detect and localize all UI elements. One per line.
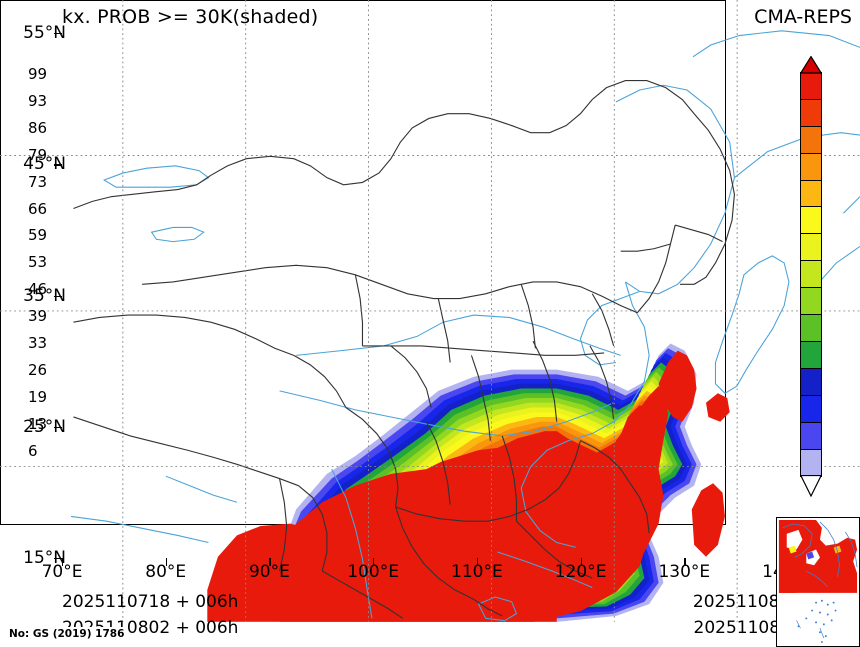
admin-borders bbox=[73, 79, 735, 619]
colorbar-cell bbox=[800, 340, 822, 369]
colorbar-tick-label: 19 bbox=[28, 387, 48, 406]
colorbar-cell bbox=[800, 287, 822, 316]
colorbar-cell bbox=[800, 448, 822, 477]
colorbar-cell bbox=[800, 206, 822, 235]
colorbar-tick-label: 86 bbox=[28, 118, 48, 137]
x-axis-tick-label: 70°E bbox=[41, 562, 83, 582]
colorbar-cell bbox=[800, 125, 822, 154]
x-axis-tick-label: 80°E bbox=[145, 562, 187, 582]
x-tickmark bbox=[580, 558, 582, 566]
x-axis-tick-label: 90°E bbox=[248, 562, 290, 582]
y-tickmark bbox=[54, 164, 62, 166]
colorbar-cell bbox=[800, 314, 822, 343]
y-axis-tick-label: 45°N bbox=[23, 154, 66, 175]
model-label: CMA-REPS bbox=[754, 6, 852, 28]
map-canvas bbox=[0, 0, 860, 622]
colorbar[interactable] bbox=[800, 71, 822, 477]
colorbar-cell bbox=[800, 71, 822, 100]
x-axis-tick-label: 130°E bbox=[658, 562, 711, 582]
colorbar-tick-label: 33 bbox=[28, 334, 48, 352]
gridlines bbox=[0, 0, 860, 622]
colorbar-cell bbox=[800, 179, 822, 208]
colorbar-tick-label: 79 bbox=[28, 145, 48, 164]
y-axis-tick-label: 25°N bbox=[23, 416, 66, 437]
colorbar-tick-label: 73 bbox=[28, 172, 48, 191]
x-tickmark bbox=[684, 558, 686, 566]
colorbar-tick-label: 93 bbox=[28, 91, 48, 110]
x-axis-tick-label: 110°E bbox=[451, 562, 503, 582]
colorbar-cap-bottom-outline bbox=[800, 475, 822, 498]
colorbar-cell bbox=[800, 394, 822, 423]
colorbar-cell bbox=[800, 233, 822, 262]
x-axis-tick-label: 100°E bbox=[347, 562, 399, 582]
colorbar-tick-label: 6 bbox=[28, 441, 38, 460]
y-tickmark bbox=[54, 295, 62, 297]
y-axis-tick-label: 55°N bbox=[23, 23, 66, 43]
colorbar-cell bbox=[800, 421, 822, 450]
colorbar-tick-label: 13 bbox=[28, 414, 48, 433]
colorbar-tick-label: 26 bbox=[28, 360, 48, 379]
x-tickmark bbox=[62, 558, 64, 566]
x-tickmark bbox=[269, 558, 271, 566]
colorbar-tick-label: 59 bbox=[28, 226, 48, 245]
y-axis-tick-label: 15°N bbox=[23, 548, 66, 568]
footer-init-time-1: 2025110718 + 006h bbox=[62, 592, 239, 612]
colorbar-tick-label: 99 bbox=[28, 65, 48, 83]
colorbar-tick-label: 39 bbox=[28, 307, 48, 326]
x-axis-tick-label: 120°E bbox=[554, 562, 607, 582]
y-axis-tick-label: 35°N bbox=[23, 285, 66, 306]
colorbar-cell bbox=[800, 152, 822, 181]
y-tickmark bbox=[54, 33, 62, 35]
colorbar-tick-label: 53 bbox=[28, 253, 48, 272]
colorbar-cap-top-outline bbox=[800, 56, 822, 74]
x-tickmark bbox=[373, 558, 375, 566]
x-tickmark bbox=[476, 558, 479, 566]
y-tickmark bbox=[54, 426, 62, 429]
page-title: kx. PROB >= 30K(shaded) bbox=[62, 6, 319, 28]
colorbar-tick-label: 46 bbox=[28, 280, 48, 299]
y-tickmark bbox=[54, 558, 62, 560]
colorbar-cell bbox=[800, 260, 822, 289]
colorbar-tick-label: 66 bbox=[28, 199, 48, 218]
coastlines bbox=[71, 30, 860, 622]
x-tickmark bbox=[165, 558, 168, 566]
colorbar-cell bbox=[800, 98, 822, 127]
colorbar-cell bbox=[800, 367, 822, 396]
